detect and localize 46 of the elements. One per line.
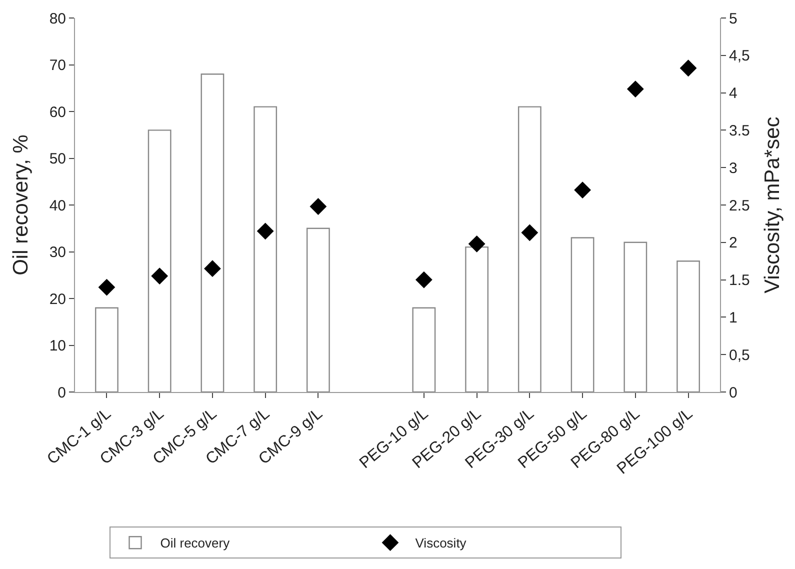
y-tick-label: 70 <box>49 57 66 74</box>
y-tick-label: 0 <box>58 384 66 402</box>
y2-tick-label: 4,5 <box>729 48 750 65</box>
bar <box>412 307 436 392</box>
y2-tick-label: 0,5 <box>729 346 750 364</box>
point <box>98 278 116 296</box>
bar <box>306 228 330 392</box>
point <box>521 224 538 242</box>
bar <box>200 74 224 392</box>
y-tick-label: 30 <box>49 244 66 261</box>
point <box>415 271 432 288</box>
point <box>680 60 697 77</box>
bar <box>570 237 594 392</box>
y-tick-label: 10 <box>49 338 66 354</box>
y-tick-label: 60 <box>49 104 66 121</box>
y2-tick-label: 2 <box>729 234 738 252</box>
point <box>256 222 274 240</box>
bar <box>465 246 489 392</box>
point <box>151 268 168 285</box>
y2-tick-label: 5 <box>729 10 738 28</box>
legend-label: Viscosity <box>415 536 467 551</box>
y2-tick-label: 2.5 <box>729 197 750 214</box>
y2-tick-label: 1.5 <box>729 272 750 290</box>
y2-tick-label: 3.5 <box>729 122 750 140</box>
y2-tick-label: 1 <box>729 309 738 326</box>
y2-axis-title: Viscosity, mPa*sec <box>761 116 784 294</box>
y-tick-label: 20 <box>49 290 66 308</box>
y-tick-label: 80 <box>49 10 66 28</box>
point <box>574 182 591 198</box>
y-axis-title: Oil recovery, % <box>9 134 32 276</box>
bar <box>254 106 278 392</box>
point <box>626 80 644 98</box>
point <box>204 260 221 278</box>
bar <box>148 130 172 392</box>
y-tick-label: 40 <box>49 197 66 214</box>
bar <box>95 307 118 392</box>
y2-tick-label: 3 <box>729 160 738 177</box>
point <box>310 198 327 215</box>
bar <box>518 106 542 392</box>
y-tick-label: 50 <box>49 150 66 168</box>
bar <box>624 242 648 392</box>
legend-label: Oil recovery <box>160 536 230 551</box>
bar <box>676 260 700 392</box>
point <box>468 235 486 252</box>
y2-tick-label: 4 <box>729 85 738 102</box>
y2-tick-label: 0 <box>729 384 738 402</box>
